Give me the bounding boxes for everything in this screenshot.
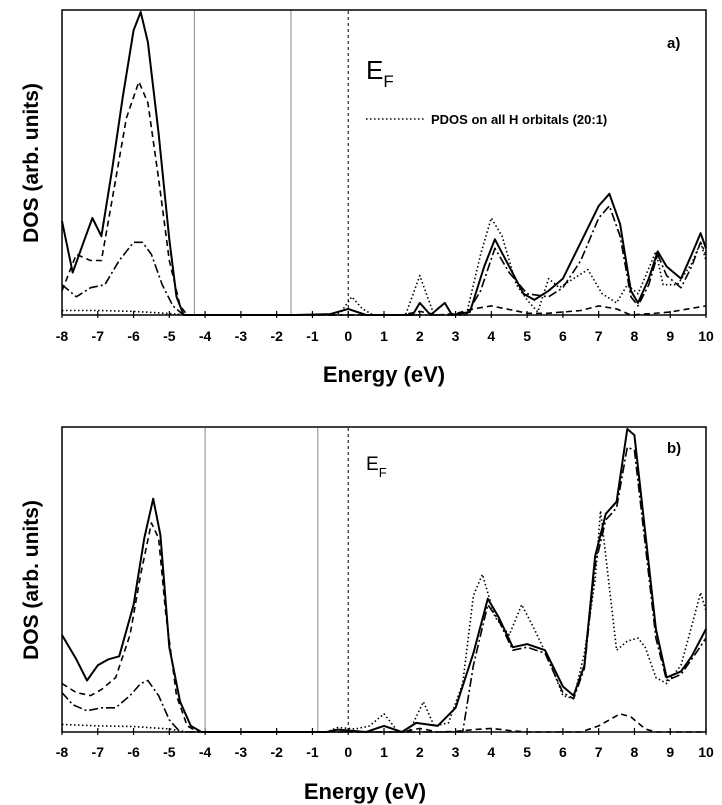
series-line-dashed-a bbox=[61, 80, 707, 316]
x-tick-label-a: 9 bbox=[666, 328, 674, 344]
x-tick-label-b: -7 bbox=[92, 744, 105, 760]
x-tick-label-b: 4 bbox=[487, 744, 495, 760]
x-tick-label-b: 1 bbox=[380, 744, 388, 760]
x-tick-label-b: 9 bbox=[666, 744, 674, 760]
plot-frame-a bbox=[61, 9, 707, 316]
x-tick-label-a: -3 bbox=[235, 328, 248, 344]
series-line-dashdot-a bbox=[61, 205, 707, 316]
x-tick-label-a: -5 bbox=[163, 328, 176, 344]
x-ticks-b: -8 -7 -6 -5 -4 -3 -2 -1 0 1 2 3 4 5 6 7 8 9 10 bbox=[56, 728, 714, 760]
x-tick-label-a: 0 bbox=[344, 328, 352, 344]
x-tick-label-a: 4 bbox=[487, 328, 495, 344]
series-group-b bbox=[61, 428, 707, 733]
panel-label-a: a) bbox=[667, 35, 680, 52]
x-tick-label-b: 6 bbox=[559, 744, 567, 760]
x-tick-label-b: 5 bbox=[523, 744, 531, 760]
x-tick-label-b: -3 bbox=[235, 744, 248, 760]
fermi-label-e-a: E bbox=[366, 55, 383, 85]
x-tick-label-b: 8 bbox=[631, 744, 639, 760]
x-tick-label-a: 3 bbox=[452, 328, 460, 344]
fermi-label-sub-b: F bbox=[379, 465, 387, 480]
x-tick-label-b: -4 bbox=[199, 744, 212, 760]
panel-a: -8 -7 -6 -5 -4 -3 -2 -1 0 1 2 3 4 5 6 7 8 9 10 a) EF PDOS … bbox=[20, 9, 714, 387]
x-tick-label-b: -1 bbox=[306, 744, 319, 760]
x-tick-label-b: -6 bbox=[127, 744, 140, 760]
x-tick-label-b: -8 bbox=[56, 744, 69, 760]
gap-lines-b bbox=[204, 428, 319, 732]
gap-lines-a bbox=[193, 11, 292, 315]
series-line-solid-b bbox=[61, 428, 707, 733]
panel-label-b: b) bbox=[667, 440, 681, 457]
y-axis-label-a: DOS (arb. units) bbox=[20, 83, 43, 243]
x-tick-label-a: 1 bbox=[380, 328, 388, 344]
series-line-dashed-b bbox=[61, 522, 706, 733]
x-tick-label-a: 6 bbox=[559, 328, 567, 344]
x-ticks-a: -8 -7 -6 -5 -4 -3 -2 -1 0 1 2 3 4 5 6 7 8 9 10 bbox=[56, 311, 714, 344]
legend-label-h-orbitals: PDOS on all H orbitals (20:1) bbox=[431, 112, 607, 127]
series-group-a bbox=[61, 11, 707, 316]
y-axis-label-b: DOS (arb. units) bbox=[20, 500, 43, 660]
x-axis-label-a: Energy (eV) bbox=[323, 362, 445, 387]
x-tick-label-b: 0 bbox=[344, 744, 352, 760]
panel-b: -8 -7 -6 -5 -4 -3 -2 -1 0 1 2 3 4 5 6 7 8 9 10 b) EF DOS (… bbox=[20, 426, 714, 804]
x-tick-label-a: -1 bbox=[306, 328, 319, 344]
x-tick-label-b: -2 bbox=[270, 744, 283, 760]
x-tick-label-a: 10 bbox=[698, 328, 714, 344]
x-tick-label-a: -7 bbox=[92, 328, 105, 344]
x-axis-label-b: Energy (eV) bbox=[304, 779, 426, 804]
x-tick-label-b: 7 bbox=[595, 744, 603, 760]
fermi-label-b: EF bbox=[366, 454, 387, 480]
x-tick-label-b: -5 bbox=[163, 744, 176, 760]
fermi-label-sub-a: F bbox=[383, 72, 393, 91]
x-tick-label-a: -4 bbox=[199, 328, 212, 344]
x-tick-label-a: 5 bbox=[523, 328, 531, 344]
x-tick-label-a: 8 bbox=[631, 328, 639, 344]
fermi-label-e-b: E bbox=[366, 454, 379, 475]
x-tick-label-b: 3 bbox=[452, 744, 460, 760]
x-tick-label-b: 10 bbox=[698, 744, 714, 760]
series-line-dashdot-b bbox=[61, 446, 707, 733]
series-line-dotted-b bbox=[61, 509, 707, 733]
series-line-dotted-a bbox=[62, 217, 707, 316]
x-tick-label-a: 2 bbox=[416, 328, 424, 344]
fermi-label-a: EF bbox=[366, 55, 394, 91]
x-tick-label-a: -2 bbox=[270, 328, 283, 344]
x-tick-label-a: -8 bbox=[56, 328, 69, 344]
x-tick-label-a: 7 bbox=[595, 328, 603, 344]
x-tick-label-a: -6 bbox=[127, 328, 140, 344]
x-tick-label-b: 2 bbox=[416, 744, 424, 760]
series-line-solid-a bbox=[61, 11, 707, 316]
